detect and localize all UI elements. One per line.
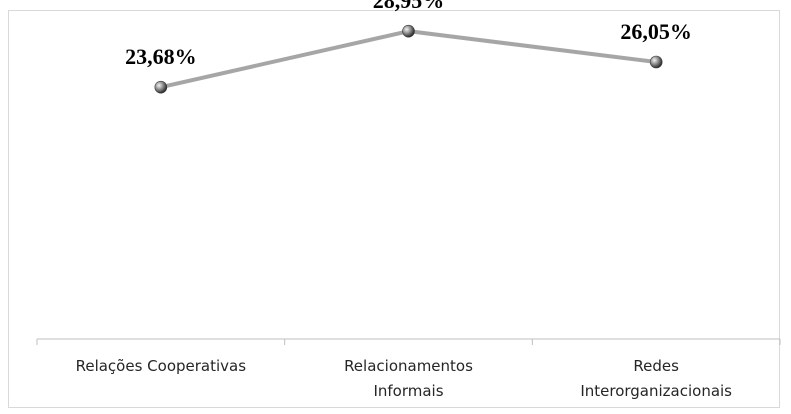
category-label: Relacionamentos Informais	[344, 357, 473, 400]
data-point-marker	[154, 80, 168, 94]
data-label: 23,68%	[125, 44, 197, 69]
chart-frame	[8, 10, 780, 408]
data-label: 26,05%	[620, 19, 692, 44]
data-label: 28,95%	[373, 0, 445, 13]
category-label: Relações Cooperativas	[76, 357, 247, 375]
data-point-marker	[649, 55, 663, 69]
series-line	[158, 29, 659, 90]
category-label: Redes Interorganizacionais	[580, 357, 732, 400]
data-point-marker	[402, 24, 415, 38]
